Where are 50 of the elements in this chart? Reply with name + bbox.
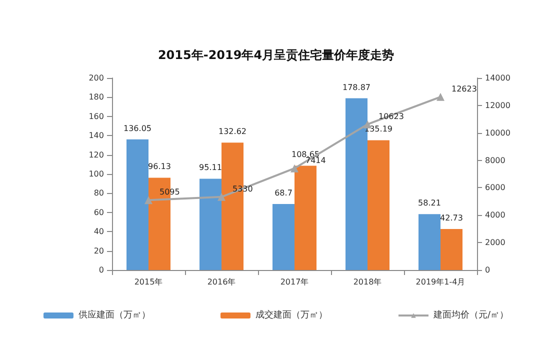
point bbox=[218, 192, 226, 201]
point bbox=[144, 196, 152, 204]
data-label: 58.21 bbox=[418, 198, 441, 208]
bar bbox=[272, 204, 294, 270]
x-tick-label: 2018年 bbox=[353, 278, 382, 286]
bar bbox=[200, 178, 222, 270]
x-tick-label: 2019年1-4月 bbox=[416, 278, 466, 286]
data-label: 132.62 bbox=[218, 127, 246, 136]
y2-tick-label: 4000 bbox=[485, 210, 506, 220]
point bbox=[290, 164, 298, 172]
data-label: 178.87 bbox=[342, 82, 370, 92]
bar bbox=[346, 98, 368, 270]
y2-tick-label: 10000 bbox=[485, 128, 510, 138]
y-tick-label: 40 bbox=[94, 227, 104, 236]
y2-tick-label: 0 bbox=[485, 266, 490, 274]
y-tick-label: 140 bbox=[88, 131, 104, 140]
y-tick-label: 20 bbox=[94, 246, 104, 256]
chart-title: 2015年-2019年4月呈贡住宅量价年度走势 bbox=[158, 48, 394, 62]
y-tick-label: 80 bbox=[94, 188, 104, 198]
data-label: 10623 bbox=[378, 112, 404, 121]
point bbox=[436, 92, 444, 101]
y-tick-label: 100 bbox=[88, 170, 104, 178]
bar bbox=[294, 166, 316, 270]
y2-tick-label: 12000 bbox=[485, 100, 510, 110]
data-label: 95.11 bbox=[199, 163, 222, 172]
data-label: 12623 bbox=[452, 84, 477, 94]
legend-label: 成交建面（万㎡） bbox=[255, 310, 328, 320]
bar bbox=[368, 140, 390, 270]
y-tick-label: 60 bbox=[94, 208, 104, 217]
y2-tick-label: 6000 bbox=[485, 183, 506, 192]
data-label: 7414 bbox=[306, 156, 326, 165]
y-tick-label: 200 bbox=[88, 74, 104, 82]
legend-label: 建面均价（元/㎡） bbox=[432, 310, 509, 320]
bar bbox=[440, 228, 462, 270]
y2-tick-label: 2000 bbox=[485, 238, 506, 248]
x-tick-label: 2016年 bbox=[207, 278, 236, 286]
data-label: 96.13 bbox=[148, 162, 171, 172]
data-label: 68.7 bbox=[274, 188, 292, 198]
legend-label: 供应建面（万㎡） bbox=[78, 310, 150, 320]
y-tick-label: 180 bbox=[88, 92, 104, 102]
y-tick-label: 160 bbox=[88, 112, 104, 121]
bar bbox=[418, 214, 440, 270]
y2-tick-label: 14000 bbox=[485, 74, 510, 82]
y-tick-label: 0 bbox=[98, 266, 104, 274]
bar bbox=[126, 139, 148, 270]
y2-tick-label: 8000 bbox=[485, 156, 506, 165]
x-tick-label: 2015年 bbox=[134, 278, 163, 286]
data-label: 136.05 bbox=[124, 124, 152, 133]
x-tick-label: 2017年 bbox=[280, 278, 309, 286]
y-tick-label: 120 bbox=[88, 150, 104, 160]
